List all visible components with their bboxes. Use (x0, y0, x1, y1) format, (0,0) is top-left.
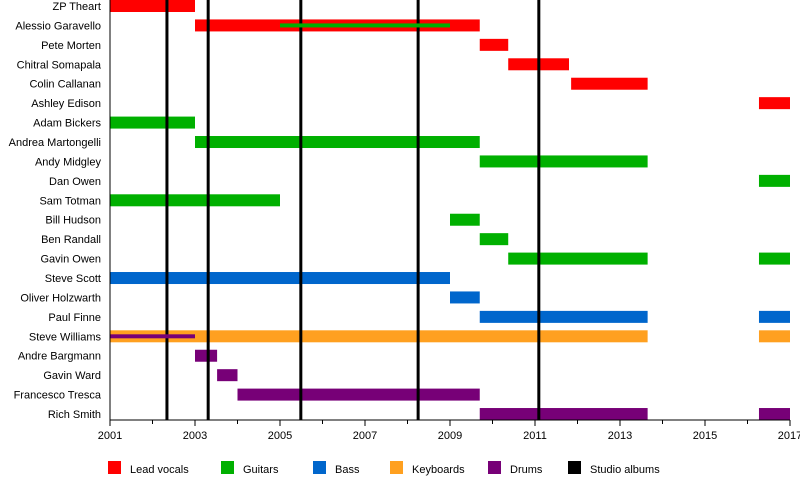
member-label: ZP Theart (52, 1, 101, 13)
bar-vocals (758, 97, 790, 110)
legend-swatch-keys (390, 461, 403, 474)
overlay-bar-drums (110, 334, 195, 339)
bar-drums (479, 408, 648, 421)
bar-keys (758, 330, 790, 343)
x-tick-label: 2001 (98, 430, 122, 442)
legend-swatch-vocals (108, 461, 121, 474)
bar-bass (758, 310, 790, 323)
bar-guitars (450, 213, 480, 226)
bar-drums (195, 349, 218, 362)
legend-swatch-drums (488, 461, 501, 474)
member-label: Colin Callanan (29, 79, 101, 91)
x-tick-label: 2017 (778, 430, 800, 442)
x-tick-label: 2007 (353, 430, 377, 442)
member-label: Sam Totman (39, 195, 101, 207)
legend-label-guitars: Guitars (243, 464, 279, 476)
bar-guitars (758, 174, 790, 187)
bar-guitars (479, 155, 648, 168)
member-label: Gavin Ward (43, 370, 101, 382)
legend-label-vocals: Lead vocals (130, 464, 189, 476)
legend-swatch-albums (568, 461, 581, 474)
x-tick-label: 2015 (693, 430, 717, 442)
legend-swatch-guitars (221, 461, 234, 474)
bar-keys (110, 330, 648, 343)
legend-label-drums: Drums (510, 464, 543, 476)
legend-label-albums: Studio albums (590, 464, 660, 476)
bar-guitars (110, 116, 195, 129)
member-label: Oliver Holzwarth (20, 292, 101, 304)
overlay-bar-guitars (280, 23, 450, 28)
bar-drums (758, 408, 790, 421)
bar-guitars (479, 233, 509, 246)
bar-vocals (479, 38, 509, 51)
member-label: Dan Owen (49, 176, 101, 188)
member-label: Andre Bargmann (18, 351, 101, 363)
x-tick-label: 2009 (438, 430, 462, 442)
member-label: Paul Finne (48, 312, 101, 324)
x-tick-label: 2005 (268, 430, 292, 442)
bar-vocals (110, 0, 195, 12)
bar-bass (479, 310, 648, 323)
x-tick-label: 2003 (183, 430, 207, 442)
member-label: Bill Hudson (45, 215, 101, 227)
member-label: Gavin Owen (40, 254, 101, 266)
bar-guitars (195, 136, 480, 149)
bar-guitars (110, 194, 280, 207)
bar-bass (110, 272, 450, 285)
member-label: Andy Midgley (35, 156, 102, 168)
member-label: Adam Bickers (33, 118, 101, 130)
member-label: Alessio Garavello (15, 20, 101, 32)
member-label: Steve Williams (29, 331, 102, 343)
legend-label-keys: Keyboards (412, 464, 465, 476)
bar-bass (450, 291, 480, 304)
member-label: Steve Scott (45, 273, 101, 285)
legend-swatch-bass (313, 461, 326, 474)
bar-guitars (508, 252, 648, 265)
member-label: Rich Smith (48, 409, 101, 421)
x-tick-label: 2011 (523, 430, 547, 442)
bar-vocals (571, 77, 648, 90)
bar-drums (217, 369, 238, 382)
member-label: Ashley Edison (31, 98, 101, 110)
bar-drums (237, 388, 480, 401)
member-label: Chitral Somapala (17, 59, 102, 71)
member-label: Francesco Tresca (14, 390, 102, 402)
member-label: Ben Randall (41, 234, 101, 246)
bar-guitars (758, 252, 790, 265)
legend-label-bass: Bass (335, 464, 360, 476)
x-tick-label: 2013 (608, 430, 632, 442)
member-label: Andrea Martongelli (9, 137, 101, 149)
member-label: Pete Morten (41, 40, 101, 52)
